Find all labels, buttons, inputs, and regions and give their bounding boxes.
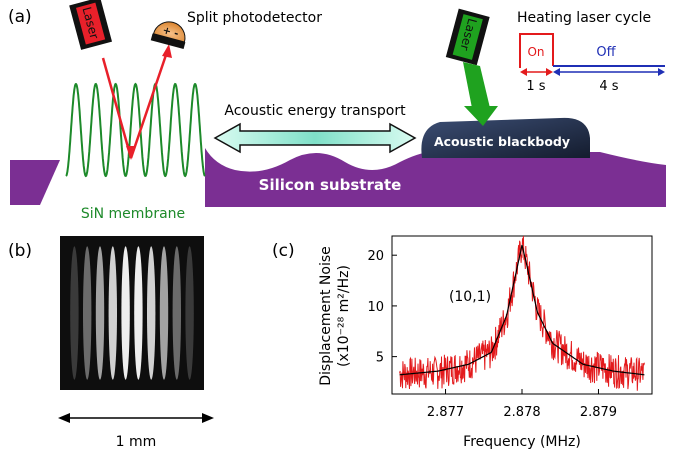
y-tick-label: 5 — [376, 351, 384, 366]
y-tick-label: 10 — [367, 300, 384, 315]
silicon-substrate-main — [205, 148, 666, 207]
heating-cycle-title: Heating laser cycle — [517, 10, 651, 26]
blackbody-label: Acoustic blackbody — [434, 134, 570, 149]
mode-annotation: (10,1) — [449, 289, 491, 305]
probe-beam-in — [101, 57, 133, 159]
panel-c-label: (c) — [272, 241, 295, 261]
on-label: On — [527, 45, 544, 59]
membrane-fringe — [121, 246, 130, 380]
membrane-fringe — [95, 246, 105, 380]
off-duration-arrowhead-right — [658, 68, 665, 76]
on-duration-arrowhead-left — [520, 68, 527, 76]
panel-b: (b) 1 mm — [8, 236, 214, 450]
x-tick-label: 2.878 — [503, 405, 540, 420]
off-duration-arrowhead-left — [553, 68, 560, 76]
substrate-label: Silicon substrate — [259, 176, 402, 194]
measured-noise-line — [399, 235, 645, 391]
acoustic-blackbody — [421, 117, 590, 158]
probe-laser: Laser — [69, 0, 113, 50]
membrane-fringe — [134, 246, 143, 380]
on-pulse — [519, 33, 554, 68]
photodetector-label: Split photodetector — [187, 10, 322, 26]
membrane-fringe — [185, 246, 194, 380]
sin-membrane-wave — [65, 82, 206, 178]
y-axis-label-line2: (x10⁻²⁸ m²/Hz) — [336, 265, 352, 367]
y-tick-label: 20 — [367, 249, 384, 264]
probe-beam-out — [129, 51, 169, 159]
off-duration-label: 4 s — [599, 79, 618, 94]
x-tick-label: 2.879 — [580, 405, 617, 420]
panel-a-label: (a) — [8, 7, 32, 27]
membrane-fringe — [70, 246, 79, 380]
y-axis-label-line1: Displacement Noise — [318, 246, 334, 386]
x-axis-label: Frequency (MHz) — [463, 434, 581, 450]
on-duration-label: 1 s — [526, 79, 545, 94]
membrane-image-frame — [60, 236, 204, 390]
membrane-mode-image — [70, 246, 194, 380]
panel-c: (c) 2.877 2.878 2.879 5 10 20 (10,1) Frequenc… — [272, 235, 653, 450]
panel-b-label: (b) — [8, 241, 32, 261]
x-tick-label: 2.877 — [427, 405, 464, 420]
panel-a: (a) Silicon substrate Acoustic blackbody… — [8, 0, 666, 222]
heating-laser: Laser — [445, 8, 490, 66]
off-label: Off — [596, 45, 616, 60]
membrane-fringe — [147, 246, 156, 380]
silicon-substrate — [10, 160, 60, 205]
membrane-fringe — [172, 246, 181, 380]
scale-bar-arrowhead-left — [58, 413, 70, 423]
heating-beam-arrowhead — [464, 106, 498, 126]
photodetector-signs: + - — [161, 25, 179, 40]
membrane-fringe — [159, 246, 169, 380]
membrane-label: SiN membrane — [81, 206, 185, 222]
probe-beam-out-arrowhead — [162, 44, 172, 58]
membrane-fringe — [108, 246, 118, 380]
scale-bar-arrowhead-right — [202, 413, 214, 423]
heating-beam — [463, 62, 490, 108]
transport-label: Acoustic energy transport — [224, 103, 406, 119]
membrane-fringe — [83, 246, 92, 380]
scale-bar-label: 1 mm — [116, 434, 157, 450]
transport-arrow — [213, 122, 417, 154]
on-duration-arrowhead-right — [546, 68, 553, 76]
split-photodetector: + - — [150, 21, 186, 50]
lorentzian-fit-line — [399, 244, 645, 376]
axis-ticks: 2.877 2.878 2.879 5 10 20 — [367, 249, 617, 420]
